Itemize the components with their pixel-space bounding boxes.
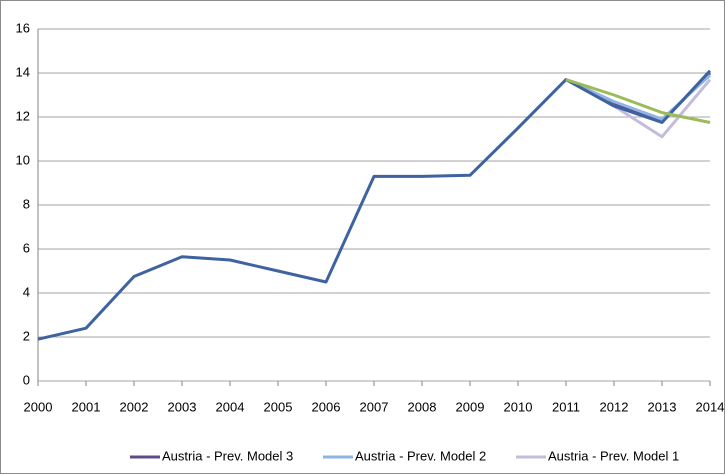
x-tick-label: 2005 [264, 399, 293, 414]
y-tick-label: 12 [16, 108, 30, 123]
series-line [565, 78, 711, 124]
y-tick-label: 6 [23, 240, 30, 255]
x-tick-label: 2010 [504, 399, 533, 414]
y-tick-label: 2 [23, 328, 30, 343]
x-tick-label: 2011 [552, 399, 580, 414]
legend-label: Austria - Prev. Model 1 [548, 448, 679, 463]
x-tick-label: 2000 [24, 399, 53, 414]
legend-label: Austria - Prev. Model 3 [162, 448, 293, 463]
x-tick-label: 2004 [216, 399, 245, 414]
y-tick-label: 16 [16, 20, 30, 35]
x-tick-label: 2007 [360, 399, 389, 414]
x-tick-label: 2001 [72, 399, 101, 414]
x-tick-label: 2006 [312, 399, 341, 414]
x-tick-label: 2012 [600, 399, 629, 414]
x-tick-label: 2008 [408, 399, 437, 414]
x-tick-label: 2013 [648, 399, 677, 414]
legend-label: Austria - Prev. Model 2 [355, 448, 486, 463]
y-tick-label: 8 [23, 196, 30, 211]
y-tick-label: 10 [16, 152, 30, 167]
x-tick-label: 2014 [696, 399, 725, 414]
x-tick-label: 2009 [456, 399, 485, 414]
x-tick-label: 2002 [120, 399, 149, 414]
y-tick-label: 4 [23, 284, 30, 299]
x-tick-label: 2003 [168, 399, 197, 414]
y-tick-label: 14 [16, 64, 30, 79]
y-tick-label: 0 [23, 372, 30, 387]
series-line [37, 69, 712, 341]
